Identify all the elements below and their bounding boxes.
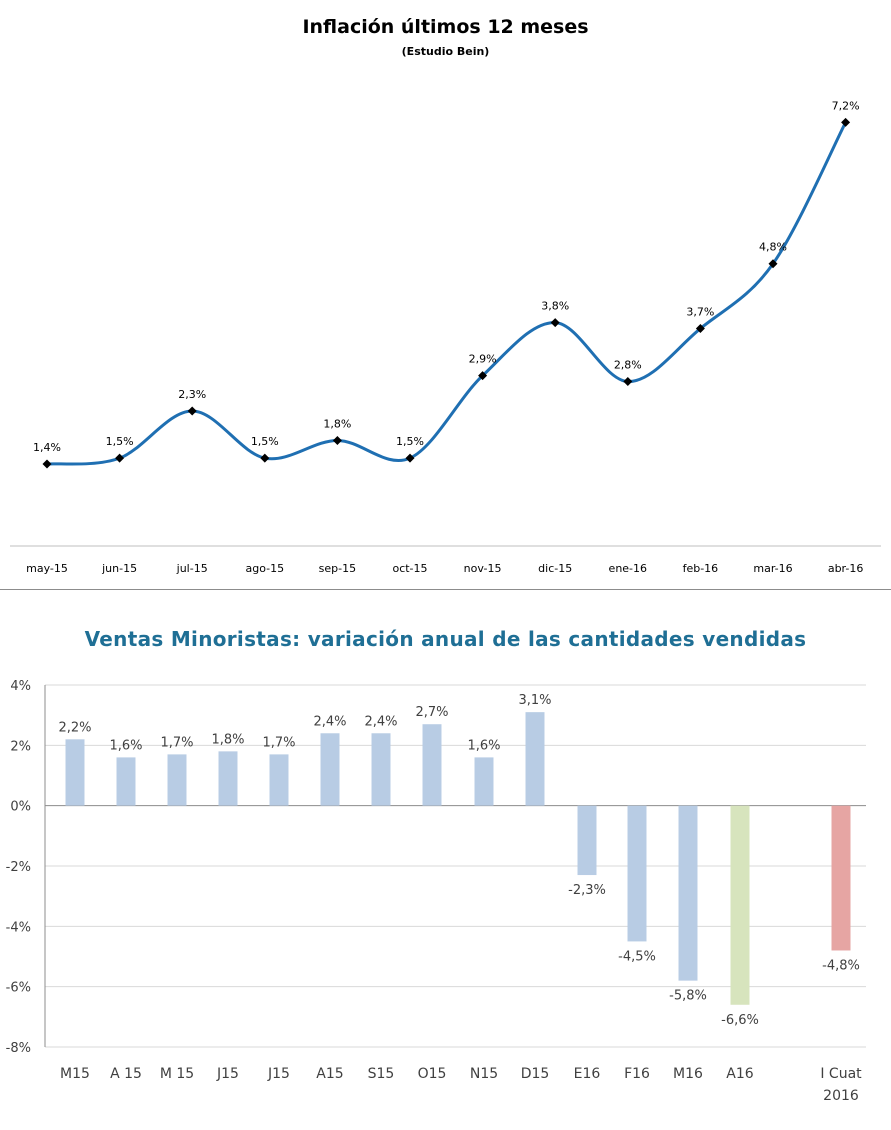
inflation-line-chart: 1,4% may-15 1,5% jun-15 2,3% jul-15 1,5% ago-15…: [10, 99, 881, 575]
bar: [678, 805, 698, 981]
bar: [269, 754, 289, 806]
y-tick-label: -6%: [6, 981, 31, 996]
x-tick-label: M16: [673, 1066, 703, 1082]
bar: [371, 733, 391, 806]
data-label: 1,6%: [109, 738, 142, 753]
data-label: 2,4%: [313, 714, 346, 729]
data-point: [768, 259, 778, 269]
x-tick-label: may-15: [26, 562, 68, 575]
x-tick-label: jul-15: [176, 562, 208, 575]
data-label: 1,4%: [33, 441, 61, 454]
x-tick-label: N15: [470, 1066, 498, 1082]
x-tick-label: J15: [267, 1066, 290, 1082]
data-label: -2,3%: [568, 883, 606, 898]
data-point: [260, 453, 270, 463]
data-label: -6,6%: [721, 1013, 759, 1028]
x-tick-label: mar-16: [753, 562, 792, 575]
bar: [422, 724, 442, 806]
bar: [577, 805, 597, 876]
bar: [320, 733, 340, 806]
data-point: [841, 117, 851, 127]
x-tick-label: D15: [521, 1066, 550, 1082]
x-tick-label: J15: [216, 1066, 239, 1082]
x-tick-label: nov-15: [464, 562, 502, 575]
data-label: 1,7%: [160, 735, 193, 750]
x-tick-label: dic-15: [538, 562, 572, 575]
data-point: [115, 453, 125, 463]
x-tick-label: A15: [316, 1066, 343, 1082]
data-label: 3,1%: [518, 693, 551, 708]
x-tick-label: E16: [574, 1066, 601, 1082]
bar: [627, 805, 647, 942]
data-point: [478, 371, 488, 381]
y-tick-label: 0%: [10, 800, 31, 815]
x-tick-label: sep-15: [319, 562, 356, 575]
x-tick-label: abr-16: [828, 562, 864, 575]
retail-sales-chart-panel: Ventas Minoristas: variación anual de la…: [0, 591, 891, 1130]
y-tick-label: -2%: [6, 860, 31, 875]
inflation-series-line: [46, 121, 847, 466]
retail-sales-bar-chart: 4% 2% 0% -2% -4% -6% -8% 2,2% M15 1,6% A 15 1,7% M 1…: [6, 679, 866, 1104]
inflation-chart-title: Inflación últimos 12 meses: [302, 16, 589, 38]
x-tick-label: M15: [60, 1066, 90, 1082]
panel-divider: [0, 589, 891, 590]
x-tick-label: ene-16: [609, 562, 647, 575]
data-point: [695, 324, 705, 334]
bar: [167, 754, 187, 806]
data-point: [405, 453, 415, 463]
data-label: 1,5%: [251, 435, 279, 448]
data-point: [623, 377, 633, 387]
x-tick-label: F16: [624, 1066, 650, 1082]
data-label: 1,6%: [467, 738, 500, 753]
data-label: 1,8%: [323, 417, 351, 430]
bar: [65, 739, 85, 806]
data-label: 7,2%: [832, 99, 860, 112]
data-label: 2,8%: [614, 359, 642, 372]
bar: [116, 757, 136, 806]
x-tick-label: O15: [418, 1066, 447, 1082]
data-label: 1,5%: [106, 435, 134, 448]
data-label: 1,8%: [211, 732, 244, 747]
bar: [730, 805, 750, 1005]
data-label: -4,5%: [618, 949, 656, 964]
data-label: 4,8%: [759, 241, 787, 254]
inflation-chart-subtitle: (Estudio Bein): [401, 45, 490, 58]
data-label: 2,2%: [58, 720, 91, 735]
data-label: 2,4%: [364, 714, 397, 729]
x-tick-label: M 15: [160, 1066, 194, 1082]
inflation-chart-panel: Inflación últimos 12 meses (Estudio Bein…: [10, 16, 881, 575]
bar: [831, 805, 851, 951]
data-label: 3,7%: [686, 306, 714, 319]
data-point: [332, 435, 342, 445]
data-label: 2,3%: [178, 388, 206, 401]
x-tick-label: 2016: [823, 1088, 859, 1104]
bar: [218, 751, 238, 806]
data-point: [187, 406, 197, 416]
data-label: 3,8%: [541, 300, 569, 313]
data-label: 1,7%: [262, 735, 295, 750]
x-tick-label: S15: [368, 1066, 395, 1082]
data-label: 2,9%: [469, 353, 497, 366]
data-point: [550, 318, 560, 328]
y-tick-label: 2%: [10, 739, 31, 754]
x-tick-label: A 15: [110, 1066, 142, 1082]
x-tick-label: jun-15: [101, 562, 137, 575]
data-label: 2,7%: [415, 705, 448, 720]
x-tick-label: ago-15: [245, 562, 284, 575]
retail-sales-chart-title: Ventas Minoristas: variación anual de la…: [84, 627, 807, 651]
x-tick-label: I Cuat: [820, 1066, 862, 1082]
x-tick-label: A16: [726, 1066, 753, 1082]
data-point: [42, 459, 52, 469]
y-tick-label: -8%: [6, 1041, 31, 1056]
x-tick-label: oct-15: [392, 562, 427, 575]
y-tick-label: -4%: [6, 920, 31, 935]
data-label: -4,8%: [822, 958, 860, 973]
data-label: 1,5%: [396, 435, 424, 448]
data-label: -5,8%: [669, 989, 707, 1004]
y-tick-label: 4%: [10, 679, 31, 694]
bar: [474, 757, 494, 806]
x-tick-label: feb-16: [683, 562, 719, 575]
bar: [525, 712, 545, 806]
